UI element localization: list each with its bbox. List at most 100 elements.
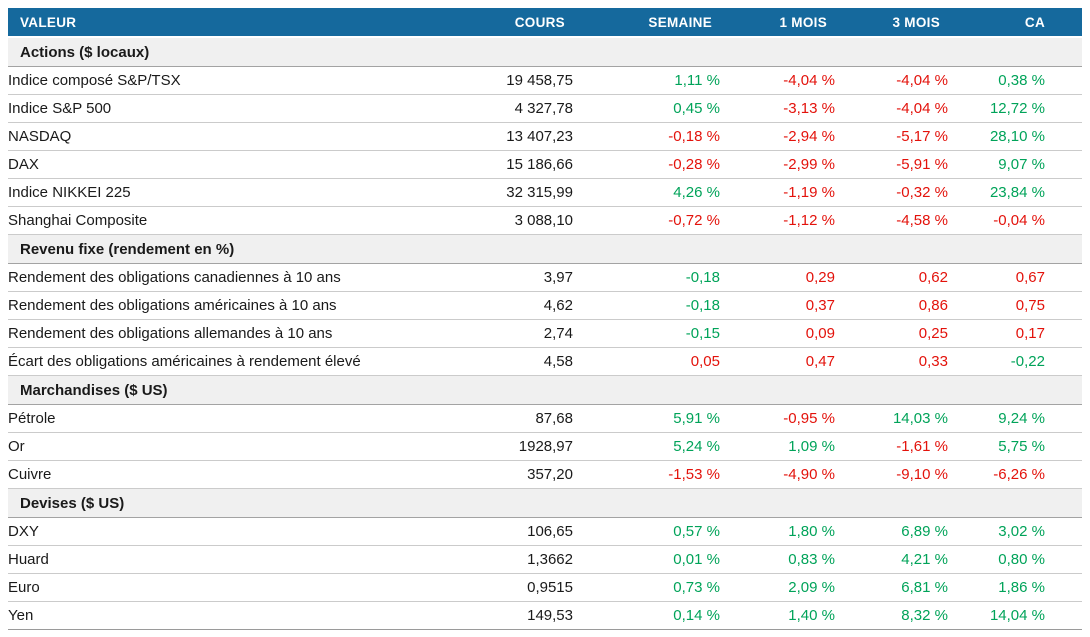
value-label: Cuivre [8,460,468,489]
cours-cell: 4 327,78 [468,94,573,123]
market-summary-table: VALEUR COURS SEMAINE 1 MOIS 3 MOIS CA Ac… [8,8,1082,630]
table-row: Indice S&P 500 4 327,78 0,45 % -3,13 % -4,04… [8,94,1082,123]
3mois-cell: -5,91 % [835,150,948,179]
col-header-1mois: 1 MOIS [720,8,835,38]
value-label: Rendement des obligations canadiennes à … [8,263,468,292]
3mois-cell: 6,81 % [835,573,948,602]
col-header-semaine: SEMAINE [573,8,720,38]
1mois-cell: -0,95 % [720,404,835,433]
value-label: Indice composé S&P/TSX [8,66,468,95]
cours-cell: 106,65 [468,517,573,546]
ca-cell: 0,67 [948,263,1082,292]
table-row: Yen 149,53 0,14 % 1,40 % 8,32 % 14,04 % [8,601,1082,630]
ca-cell: 5,75 % [948,432,1082,461]
value-label: DAX [8,150,468,179]
cours-cell: 0,9515 [468,573,573,602]
table-row: Indice NIKKEI 225 32 315,99 4,26 % -1,19 % -… [8,178,1082,207]
section-label: Marchandises ($ US) [8,375,1082,405]
header-row: VALEUR COURS SEMAINE 1 MOIS 3 MOIS CA [8,8,1082,38]
1mois-cell: 0,83 % [720,545,835,574]
table-row: Or 1928,97 5,24 % 1,09 % -1,61 % 5,75 % [8,432,1082,461]
cours-cell: 149,53 [468,601,573,630]
ca-cell: 0,80 % [948,545,1082,574]
cours-cell: 4,58 [468,347,573,376]
section-row: Marchandises ($ US) [8,375,1082,405]
ca-cell: -6,26 % [948,460,1082,489]
value-label: Rendement des obligations allemandes à 1… [8,319,468,348]
value-label: Euro [8,573,468,602]
1mois-cell: 0,29 [720,263,835,292]
cours-cell: 4,62 [468,291,573,320]
1mois-cell: -2,99 % [720,150,835,179]
3mois-cell: 6,89 % [835,517,948,546]
section-label: Devises ($ US) [8,488,1082,518]
3mois-cell: -1,61 % [835,432,948,461]
1mois-cell: 2,09 % [720,573,835,602]
ca-cell: 12,72 % [948,94,1082,123]
col-header-valeur: VALEUR [8,8,468,38]
3mois-cell: 8,32 % [835,601,948,630]
table-row: Huard 1,3662 0,01 % 0,83 % 4,21 % 0,80 % [8,545,1082,574]
semaine-cell: 0,57 % [573,517,720,546]
3mois-cell: -4,04 % [835,66,948,95]
cours-cell: 15 186,66 [468,150,573,179]
table-row: Cuivre 357,20 -1,53 % -4,90 % -9,10 % -6,26 % [8,460,1082,489]
semaine-cell: -0,18 [573,263,720,292]
3mois-cell: -0,32 % [835,178,948,207]
section-row: Revenu fixe (rendement en %) [8,234,1082,264]
3mois-cell: 4,21 % [835,545,948,574]
ca-cell: 0,17 [948,319,1082,348]
cours-cell: 357,20 [468,460,573,489]
semaine-cell: 1,11 % [573,66,720,95]
semaine-cell: -0,28 % [573,150,720,179]
cours-cell: 3,97 [468,263,573,292]
1mois-cell: -3,13 % [720,94,835,123]
table-row: DXY 106,65 0,57 % 1,80 % 6,89 % 3,02 % [8,517,1082,546]
1mois-cell: 1,09 % [720,432,835,461]
table-row: Shanghai Composite 3 088,10 -0,72 % -1,12 %… [8,206,1082,235]
table-row: DAX 15 186,66 -0,28 % -2,99 % -5,91 % 9,07 % [8,150,1082,179]
3mois-cell: 14,03 % [835,404,948,433]
ca-cell: 9,24 % [948,404,1082,433]
1mois-cell: 1,40 % [720,601,835,630]
ca-cell: 1,86 % [948,573,1082,602]
section-row: Devises ($ US) [8,488,1082,518]
3mois-cell: 0,62 [835,263,948,292]
semaine-cell: -0,18 [573,291,720,320]
value-label: Or [8,432,468,461]
1mois-cell: -4,04 % [720,66,835,95]
3mois-cell: 0,86 [835,291,948,320]
ca-cell: 23,84 % [948,178,1082,207]
value-label: Indice NIKKEI 225 [8,178,468,207]
1mois-cell: -1,19 % [720,178,835,207]
section-label: Revenu fixe (rendement en %) [8,234,1082,264]
3mois-cell: 0,25 [835,319,948,348]
table-row: Pétrole 87,68 5,91 % -0,95 % 14,03 % 9,24 % [8,404,1082,433]
1mois-cell: 0,09 [720,319,835,348]
semaine-cell: 0,01 % [573,545,720,574]
value-label: DXY [8,517,468,546]
semaine-cell: 5,24 % [573,432,720,461]
table-row: Indice composé S&P/TSX 19 458,75 1,11 % -4,… [8,66,1082,95]
semaine-cell: -0,15 [573,319,720,348]
table-row: Rendement des obligations canadiennes à … [8,263,1082,292]
section-row: Actions ($ locaux) [8,37,1082,67]
3mois-cell: 0,33 [835,347,948,376]
cours-cell: 1928,97 [468,432,573,461]
cours-cell: 3 088,10 [468,206,573,235]
semaine-cell: 0,45 % [573,94,720,123]
semaine-cell: -0,18 % [573,122,720,151]
3mois-cell: -9,10 % [835,460,948,489]
ca-cell: 14,04 % [948,601,1082,630]
value-label: Indice S&P 500 [8,94,468,123]
ca-cell: 0,38 % [948,66,1082,95]
3mois-cell: -5,17 % [835,122,948,151]
col-header-cours: COURS [468,8,573,38]
ca-cell: 3,02 % [948,517,1082,546]
cours-cell: 19 458,75 [468,66,573,95]
col-header-3mois: 3 MOIS [835,8,948,38]
ca-cell: 0,75 [948,291,1082,320]
1mois-cell: -1,12 % [720,206,835,235]
